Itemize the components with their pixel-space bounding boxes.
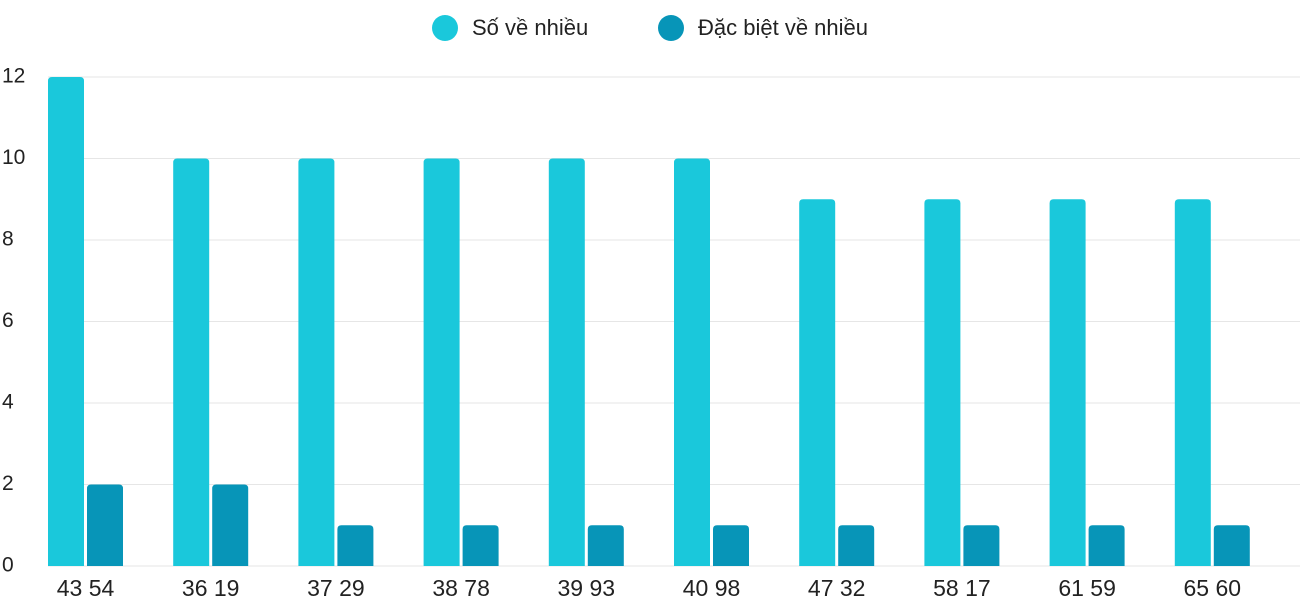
bar [48, 77, 84, 566]
bar [924, 199, 961, 566]
x-tick-label: 43 54 [57, 575, 115, 600]
legend-label: Đặc biệt về nhiều [698, 15, 868, 40]
y-tick-label: 12 [2, 65, 25, 88]
x-tick-label: 38 78 [432, 575, 490, 600]
bar [298, 158, 335, 566]
bar [548, 158, 585, 566]
y-tick-label: 8 [2, 228, 14, 251]
bar [963, 525, 1000, 566]
y-tick-label: 10 [2, 146, 25, 169]
x-tick-label: 37 29 [307, 575, 365, 600]
y-tick-label: 2 [2, 472, 14, 495]
bar [462, 525, 499, 566]
bar [87, 484, 123, 566]
y-tick-label: 6 [2, 309, 14, 332]
x-tick-label: 58 17 [933, 575, 991, 600]
bar [1049, 199, 1086, 566]
bar [674, 158, 710, 566]
y-tick-label: 0 [2, 554, 14, 577]
bar [1088, 525, 1125, 566]
bar [212, 484, 249, 566]
x-tick-label: 65 60 [1184, 575, 1242, 600]
bar [799, 199, 836, 566]
x-tick-label: 47 32 [808, 575, 866, 600]
bar [337, 525, 374, 566]
bar [1213, 525, 1250, 566]
bar [713, 525, 749, 566]
bar [1174, 199, 1211, 566]
legend-marker [658, 15, 684, 41]
bar [173, 158, 210, 566]
bar [587, 525, 624, 566]
bar [838, 525, 875, 566]
x-tick-label: 36 19 [182, 575, 240, 600]
x-tick-label: 39 93 [558, 575, 616, 600]
x-tick-label: 61 59 [1058, 575, 1116, 600]
legend-label: Số về nhiều [472, 15, 588, 40]
legend-marker [432, 15, 458, 41]
y-tick-label: 4 [2, 391, 14, 414]
x-tick-label: 40 98 [683, 575, 741, 600]
bar [423, 158, 460, 566]
